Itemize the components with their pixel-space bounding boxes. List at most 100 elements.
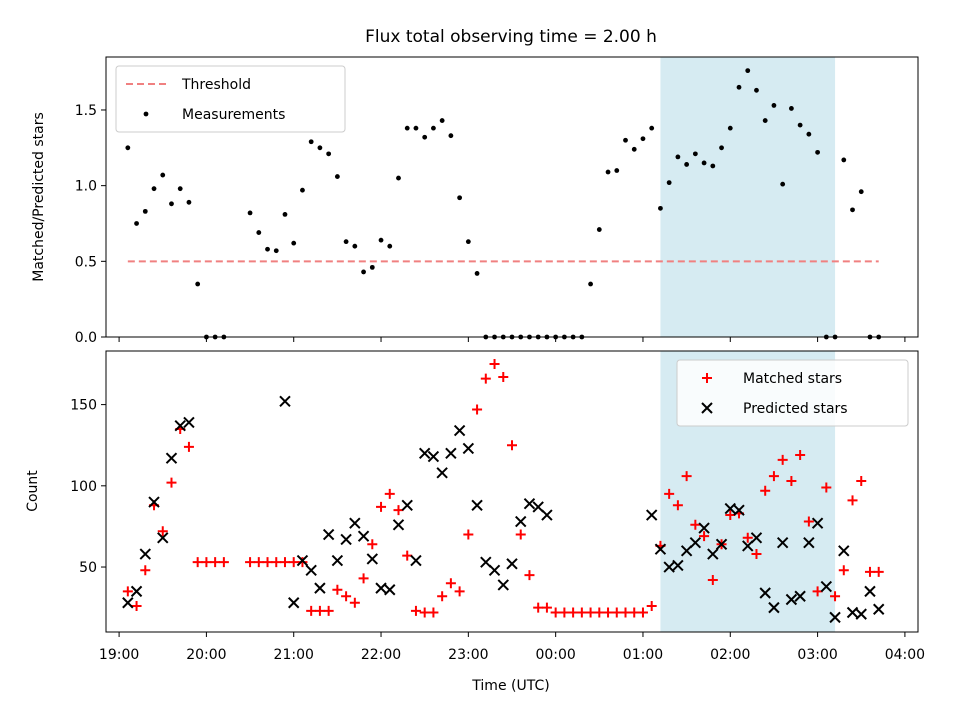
data-point-plus (847, 495, 858, 506)
data-point-plus (306, 605, 317, 616)
data-point-x (672, 559, 684, 572)
x-tick-label: 01:00 (623, 647, 663, 663)
legend-box-p0 (115, 65, 346, 133)
data-point-plus (681, 471, 692, 482)
data-point (282, 212, 288, 217)
chart-title: Flux total observing time = 2.00 h (365, 27, 657, 47)
data-point (317, 145, 323, 151)
data-point (780, 181, 786, 187)
data-point-x (305, 564, 317, 576)
data-point (413, 125, 419, 131)
data-point (588, 281, 593, 287)
data-point (352, 243, 358, 249)
bottom-panel-ylabel: Count (25, 470, 41, 512)
plot-frame-p0 (105, 56, 919, 338)
data-point (343, 239, 349, 245)
data-point (474, 271, 480, 276)
data-point-plus (664, 488, 675, 499)
data-point (701, 160, 707, 166)
data-point-plus (611, 607, 622, 618)
data-point-plus (332, 584, 343, 595)
data-point-plus (498, 371, 509, 382)
data-point-x (349, 517, 361, 529)
highlight-span-p0 (660, 57, 836, 337)
data-point-plus (201, 557, 212, 568)
data-point-plus (550, 607, 561, 618)
y-tick-label-p1: 150 (70, 398, 97, 414)
data-point-x (375, 582, 387, 594)
data-point-x (794, 590, 806, 602)
data-point (404, 125, 410, 131)
data-point-x (654, 543, 667, 555)
data-point (762, 118, 768, 123)
data-point-x (680, 545, 693, 557)
data-point-plus (454, 586, 465, 597)
data-point-plus (873, 566, 884, 577)
data-point (369, 264, 375, 270)
top-panel-ylabel: Matched/Predicted stars (31, 112, 47, 282)
legend-label: Predicted stars (743, 401, 848, 417)
data-point-plus (157, 526, 168, 537)
data-point-plus (725, 510, 736, 521)
data-point-plus (838, 565, 849, 576)
data-point-x (707, 548, 719, 560)
data-point-plus (445, 578, 456, 589)
data-point-x (288, 597, 300, 609)
data-point-plus (751, 549, 762, 560)
data-point-plus (507, 440, 517, 451)
data-point-plus (786, 475, 797, 486)
data-point (631, 146, 637, 152)
data-point (256, 230, 262, 235)
y-tick-label-p1: 50 (79, 560, 97, 576)
data-point-plus (297, 557, 308, 568)
data-point (448, 133, 454, 139)
data-point-x (873, 603, 885, 615)
data-point-x (488, 564, 501, 576)
legend-swatch-predicted (701, 402, 713, 414)
data-point-x (139, 548, 151, 560)
data-point-x (130, 585, 143, 598)
data-point (195, 281, 201, 287)
data-point (142, 208, 148, 214)
data-point (710, 163, 716, 169)
data-point-plus (166, 477, 177, 488)
data-point-x (427, 450, 440, 463)
data-point-plus (707, 575, 718, 586)
data-point-plus (742, 532, 753, 543)
series-measurements (125, 68, 882, 340)
y-tick-label-p0: 0.5 (75, 254, 97, 270)
data-point-x (829, 611, 841, 624)
data-point-plus (341, 591, 352, 602)
y-tick-label-p0: 1.5 (75, 103, 97, 119)
data-point-x (183, 416, 195, 429)
data-point-plus (122, 586, 133, 597)
data-point (806, 131, 812, 137)
data-point-plus (585, 607, 596, 618)
data-point-plus (533, 602, 544, 613)
data-point-plus (402, 550, 413, 561)
data-point-x (846, 606, 859, 619)
data-point-x (864, 585, 876, 598)
data-point (736, 84, 742, 90)
data-point (850, 207, 855, 213)
data-point (841, 157, 847, 163)
data-point-plus (393, 505, 404, 516)
x-tick-label: 20:00 (186, 647, 226, 663)
data-point-plus (288, 557, 299, 568)
data-point (640, 136, 646, 142)
data-point-plus (271, 557, 282, 568)
data-point-plus (245, 557, 256, 568)
data-point-plus (603, 607, 614, 618)
data-point-x (698, 522, 710, 534)
data-point (361, 269, 366, 275)
data-point-x (523, 497, 536, 510)
data-point-plus (218, 557, 229, 568)
data-point (134, 221, 139, 226)
data-point (754, 87, 759, 93)
data-point-x (742, 540, 754, 552)
x-tick-label: 04:00 (885, 647, 925, 663)
data-point-x (462, 442, 475, 455)
data-point-plus (253, 557, 264, 568)
data-point-plus (140, 565, 151, 576)
